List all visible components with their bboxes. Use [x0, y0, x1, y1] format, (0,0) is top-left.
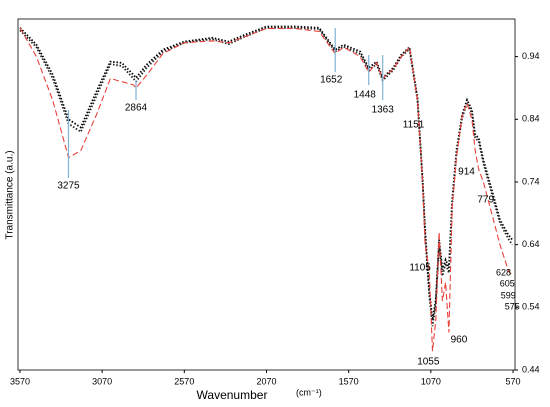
spectrum-line — [19, 27, 513, 352]
peak-label: 599 — [501, 290, 516, 300]
peak-label: 3275 — [57, 181, 80, 192]
peak-label: 1105 — [409, 263, 431, 274]
peak-label: 628 — [496, 267, 511, 277]
spectrum-line — [19, 25, 513, 321]
x-tick-label: 3070 — [92, 376, 112, 386]
y-tick-label: 0.94 — [522, 51, 540, 61]
y-tick-label: 0.44 — [522, 364, 540, 374]
x-tick-label: 570 — [506, 376, 521, 386]
y-tick-label: 0.64 — [522, 239, 540, 249]
x-tick-label: 1570 — [339, 376, 359, 386]
spectrum-line — [19, 26, 513, 327]
y-tick-label: 0.84 — [522, 114, 540, 124]
peak-label: 575 — [505, 301, 520, 311]
peak-label: 1055 — [417, 357, 440, 368]
x-tick-label: 2070 — [256, 376, 276, 386]
peak-label: 2864 — [125, 103, 148, 114]
peak-label: 1363 — [372, 105, 395, 116]
peak-label: 1448 — [354, 90, 377, 101]
peak-label: 605 — [500, 278, 515, 288]
y-tick-label: 0.54 — [522, 302, 540, 312]
peak-label: 1151 — [403, 120, 425, 131]
x-tick-label: 1070 — [421, 376, 441, 386]
y-tick-label: 0.74 — [522, 176, 540, 186]
plot-frame — [17, 18, 516, 371]
peak-label: 914 — [458, 167, 475, 178]
peak-label: 779 — [477, 195, 494, 206]
x-axis-unit: (cm⁻¹) — [296, 387, 322, 397]
x-tick-label: 3570 — [10, 376, 30, 386]
peak-label: 960 — [451, 335, 468, 346]
x-axis-title: Wavenumber — [197, 388, 268, 402]
peak-label: 1652 — [320, 75, 343, 86]
x-tick-label: 2570 — [174, 376, 194, 386]
y-axis-title: Transmittance (a.u.) — [5, 150, 16, 239]
